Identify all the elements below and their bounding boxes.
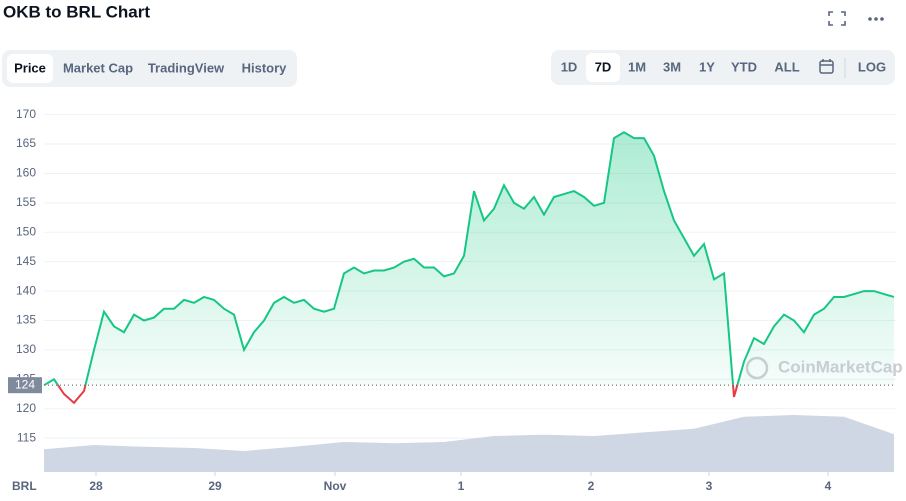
y-tick-label: 130	[16, 342, 36, 356]
x-tick-label: 28	[89, 479, 103, 493]
watermark: CoinMarketCap	[778, 357, 903, 376]
range-group	[551, 50, 895, 85]
y-tick-label: 115	[17, 430, 36, 444]
range-button[interactable]: YTD	[731, 59, 757, 74]
price-line	[43, 131, 895, 386]
tab-group	[2, 50, 297, 87]
range-button[interactable]: 3M	[663, 59, 681, 74]
range-button[interactable]: 1M	[628, 59, 646, 74]
watermark-logo	[745, 356, 769, 380]
x-tick-label: 3	[706, 479, 713, 493]
log-button[interactable]: LOG	[858, 59, 886, 74]
price-area	[44, 132, 894, 386]
y-tick-label: 135	[16, 313, 36, 327]
y-tick-label: 160	[16, 166, 36, 180]
x-tick-label: 4	[825, 479, 832, 493]
y-tick-label: 170	[16, 107, 36, 121]
tab[interactable]: Price	[14, 60, 46, 75]
range-button[interactable]: 7D	[595, 59, 612, 74]
chart-title: OKB to BRL Chart	[3, 2, 150, 21]
calendar-icon[interactable]	[819, 59, 834, 74]
active-tab	[7, 54, 53, 83]
tab[interactable]: TradingView	[148, 60, 225, 75]
x-tick-label: 2	[588, 479, 595, 493]
y-tick-label: 145	[16, 254, 36, 268]
more-icon[interactable]	[868, 17, 884, 21]
reference-label-bg	[8, 377, 42, 394]
tab[interactable]: History	[242, 60, 288, 75]
x-tick-label: 29	[208, 479, 222, 493]
x-tick-label: 1	[458, 479, 465, 493]
y-tick-label: 150	[16, 224, 36, 238]
fullscreen-icon[interactable]	[828, 11, 846, 26]
y-tick-label: 120	[16, 401, 36, 415]
volume-area	[44, 415, 894, 472]
range-button[interactable]: ALL	[774, 59, 799, 74]
currency-label: BRL	[12, 479, 37, 493]
x-tick-label: Nov	[324, 479, 347, 493]
range-button[interactable]: 1D	[561, 59, 578, 74]
y-tick-label: 155	[16, 195, 36, 209]
tab[interactable]: Market Cap	[63, 60, 133, 75]
active-range	[586, 53, 620, 82]
y-tick-label: 140	[16, 283, 36, 297]
y-tick-label: 165	[16, 136, 36, 150]
range-button[interactable]: 1Y	[699, 59, 715, 74]
reference-label: 124	[15, 377, 35, 391]
